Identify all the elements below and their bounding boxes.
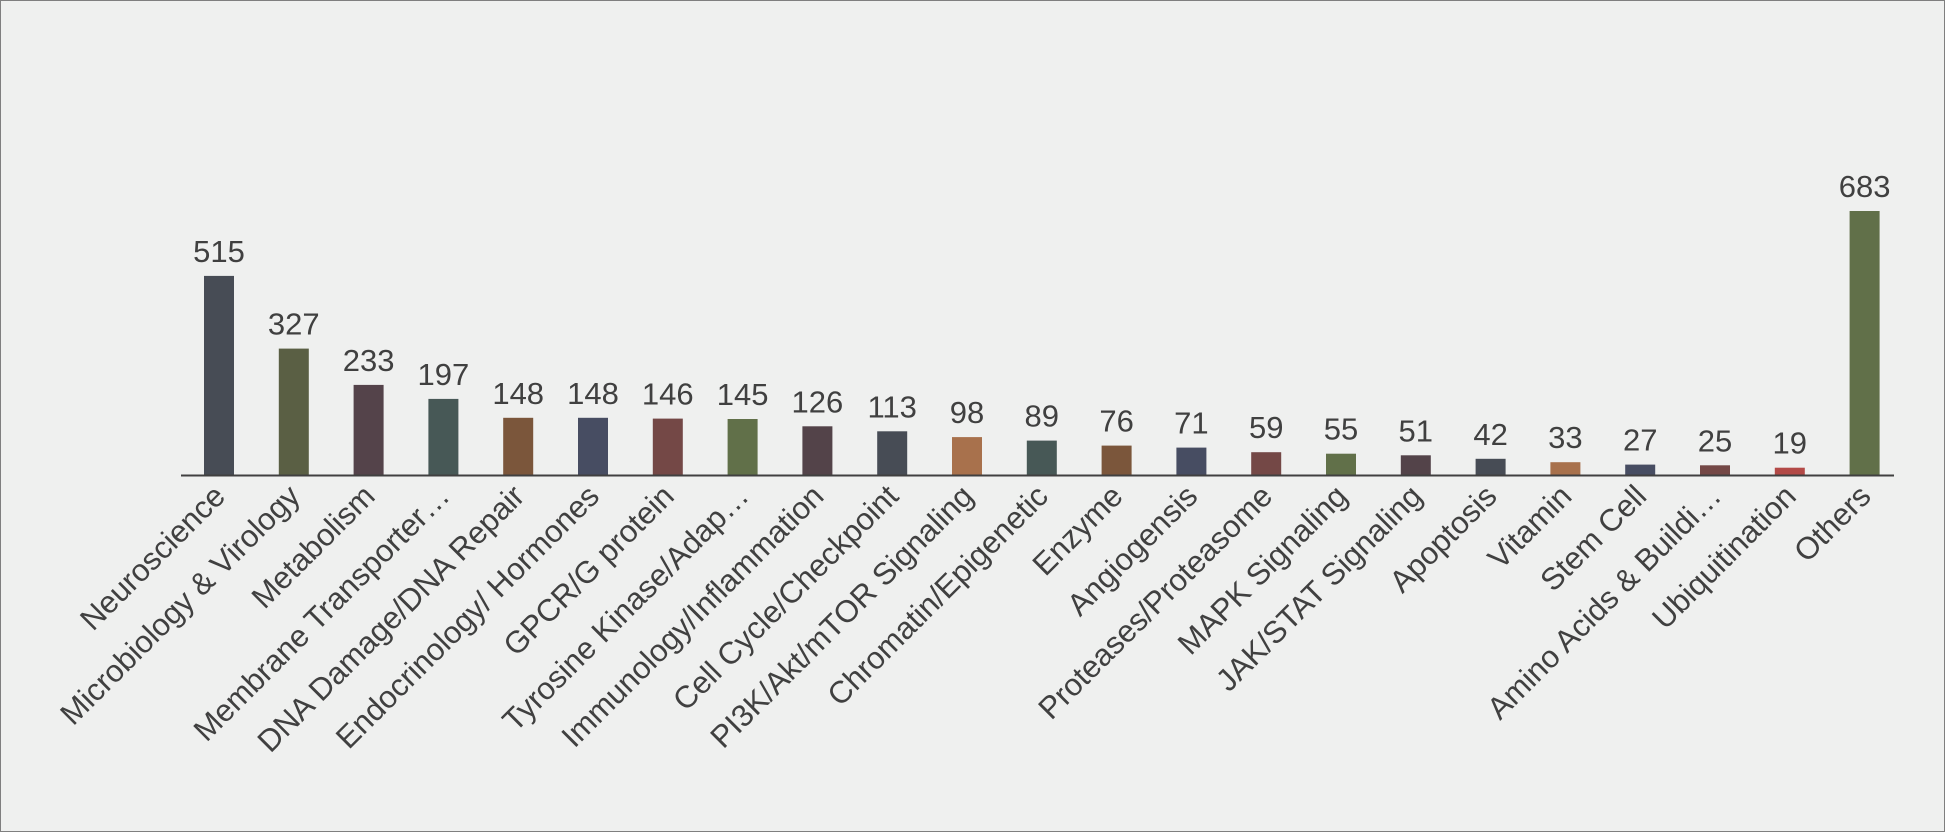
data-label: 148 — [567, 376, 619, 411]
bar — [1475, 458, 1506, 475]
data-labels: 515 327 233 197 148 148 146 145 126 113 98 89 76 71 59… — [193, 169, 1890, 461]
data-label: 89 — [1025, 399, 1059, 434]
bar — [428, 398, 459, 475]
bar — [1326, 453, 1356, 475]
data-label: 126 — [792, 384, 844, 419]
data-label: 19 — [1773, 426, 1807, 461]
bar — [802, 426, 833, 475]
data-label: 683 — [1839, 169, 1891, 204]
bar — [1550, 462, 1581, 475]
bar — [1026, 440, 1057, 475]
bar — [1774, 467, 1805, 475]
bar — [204, 275, 234, 475]
data-label: 197 — [418, 357, 470, 392]
bar — [652, 418, 683, 475]
data-label: 33 — [1548, 420, 1582, 455]
bar — [278, 348, 309, 475]
bar — [578, 417, 608, 475]
bar — [1700, 465, 1730, 475]
bar — [1251, 452, 1282, 475]
bar — [877, 431, 908, 475]
data-label: 113 — [867, 389, 916, 424]
bar — [1400, 455, 1431, 475]
data-label: 327 — [268, 307, 320, 342]
bar — [1176, 447, 1207, 475]
data-label: 515 — [193, 234, 245, 269]
data-label: 145 — [717, 377, 769, 412]
bar — [353, 384, 384, 475]
data-label: 55 — [1324, 412, 1358, 447]
bar — [503, 417, 534, 475]
bar — [1625, 464, 1656, 475]
data-label: 25 — [1698, 423, 1732, 458]
data-label: 76 — [1099, 404, 1133, 439]
category-label: Others — [1787, 478, 1878, 569]
bar — [952, 437, 982, 475]
bar — [727, 419, 758, 475]
data-label: 71 — [1174, 406, 1208, 441]
data-label: 59 — [1249, 410, 1283, 445]
data-label: 51 — [1399, 413, 1433, 448]
data-label: 146 — [642, 377, 694, 412]
data-label: 98 — [950, 395, 984, 430]
bar — [1849, 211, 1880, 475]
bar — [1101, 445, 1132, 475]
data-label: 233 — [343, 343, 395, 378]
data-label: 42 — [1473, 417, 1507, 452]
data-label: 148 — [492, 376, 544, 411]
bars — [204, 211, 1880, 475]
data-label: 27 — [1623, 423, 1657, 458]
